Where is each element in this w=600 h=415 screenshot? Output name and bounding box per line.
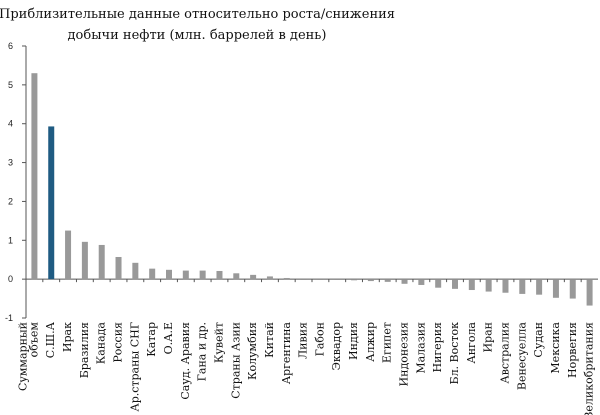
x-tick-label: Нигерия	[431, 322, 444, 373]
x-tick-label: Сауд. Аравия	[179, 322, 192, 400]
bar	[132, 262, 139, 280]
bar	[300, 279, 307, 280]
chart-title-line-2: добычи нефти (млн. баррелей в день)	[68, 28, 327, 43]
x-tick-label: Колумбия	[246, 322, 259, 380]
bar	[81, 241, 88, 280]
x-tick-label: Габон	[313, 322, 326, 356]
x-tick-label: С.Ш.А	[44, 321, 57, 358]
bar	[569, 279, 576, 299]
bar	[519, 279, 526, 294]
chart-title-line-1: Приблизительные данные относительно рост…	[0, 7, 395, 22]
bar	[384, 279, 391, 282]
x-tick-label: Россия	[112, 322, 125, 363]
bar	[65, 230, 72, 280]
x-tick-label: объем	[27, 322, 40, 358]
x-tick-label: Страны Азии	[229, 322, 242, 399]
x-tick-label: Венесуелла	[515, 322, 528, 391]
bar	[485, 279, 492, 292]
y-tick-label: 6	[8, 41, 13, 51]
x-tick-label: Норвегия	[566, 322, 579, 378]
x-tick-label: Китай	[263, 322, 276, 358]
bar	[468, 279, 475, 291]
bar	[552, 279, 559, 298]
bar	[266, 276, 273, 280]
x-tick-label: Египет	[381, 322, 394, 363]
x-tick-label: Бл. Восток	[448, 322, 461, 385]
x-tick-label: Малазия	[414, 322, 427, 374]
bar	[166, 269, 172, 280]
x-tick-label: Ирак	[61, 322, 74, 352]
bar	[115, 256, 122, 280]
x-tick-label: О.А.Е	[162, 322, 175, 354]
y-tick-label: 0	[8, 274, 13, 284]
y-tick-label: 5	[8, 80, 13, 90]
x-tick-label: Бразилия	[78, 322, 91, 378]
bar	[31, 73, 38, 280]
bar	[502, 279, 509, 293]
x-tick-label: Индонезия	[398, 322, 411, 386]
bar	[418, 279, 425, 285]
bar	[435, 279, 442, 288]
x-tick-label: Суммарный	[16, 322, 29, 391]
x-tick-label: Судан	[532, 322, 545, 358]
bar	[317, 279, 324, 280]
bar	[233, 273, 240, 280]
y-tick-label: 2	[8, 196, 13, 206]
bar	[452, 279, 458, 289]
y-tick-label: 1	[8, 235, 13, 245]
y-tick-label: -1	[5, 313, 13, 323]
x-tick-label: Аргентина	[280, 322, 293, 385]
x-tick-label: Великобритания	[583, 322, 596, 415]
bar	[48, 126, 55, 280]
bar	[367, 279, 374, 282]
bar	[250, 274, 257, 280]
chart-axes: -1 0 1 2 3 4 5 6	[5, 41, 598, 323]
bar	[199, 270, 206, 280]
x-tick-label: Иран	[482, 322, 495, 353]
bar	[351, 279, 358, 281]
bar	[401, 279, 408, 284]
x-tick-label: Мексика	[549, 322, 562, 374]
bar	[216, 270, 223, 280]
x-tick-label: Алжир	[364, 322, 377, 362]
x-tick-label: Ливия	[297, 322, 310, 359]
bar	[536, 279, 543, 295]
bar	[149, 268, 156, 280]
x-tick-label: Гана и др.	[196, 322, 209, 381]
y-tick-label: 3	[8, 158, 13, 168]
x-tick-label: Кувейт	[212, 322, 225, 363]
bar	[283, 277, 290, 280]
bar	[98, 244, 105, 280]
x-tick-label: Ангола	[465, 322, 478, 364]
x-tick-label: Катар	[145, 322, 158, 357]
bar	[182, 270, 189, 280]
bar	[586, 279, 593, 306]
chart-bars	[31, 73, 593, 306]
x-tick-label: Эквадор	[330, 322, 343, 370]
x-tick-label: Индия	[347, 322, 360, 360]
x-tick-label: Ар.страны СНГ	[128, 322, 141, 412]
x-tick-label: Австралия	[498, 322, 511, 384]
y-tick-label: 4	[8, 119, 13, 129]
x-tick-label: Канада	[95, 322, 108, 365]
bar	[334, 279, 341, 280]
